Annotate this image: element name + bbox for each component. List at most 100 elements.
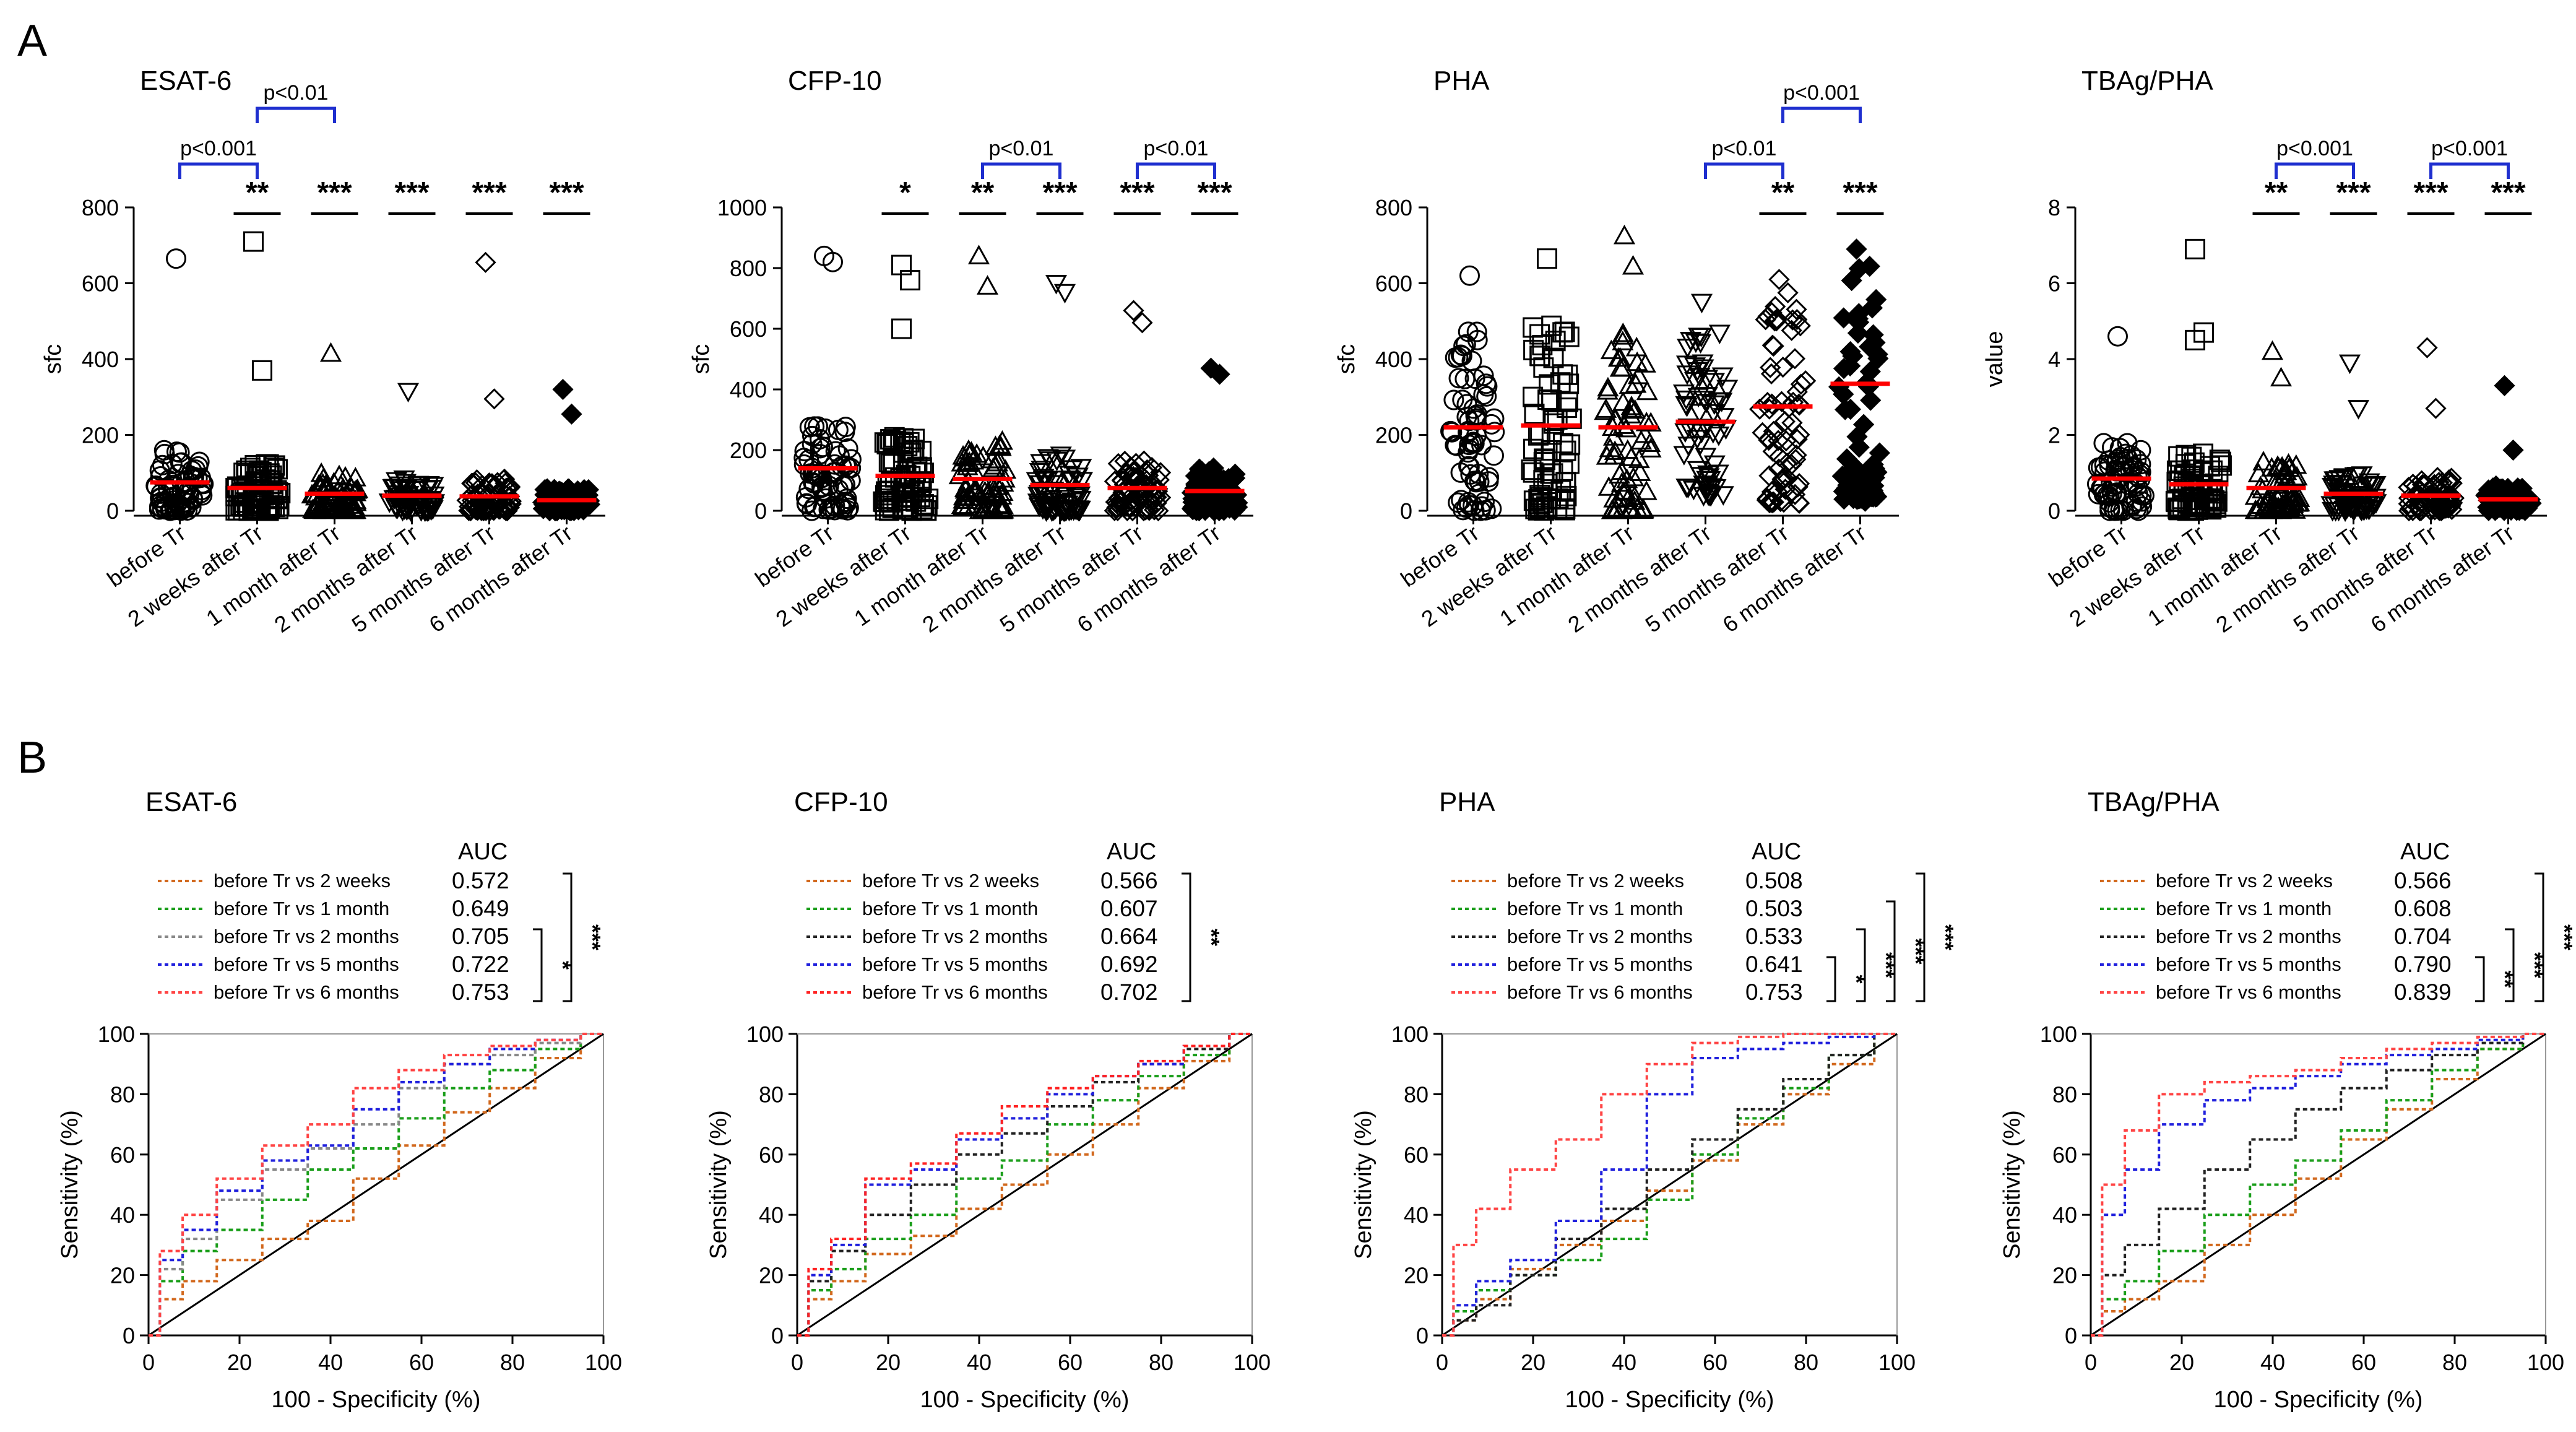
data-point (1758, 429, 1779, 451)
data-point (810, 438, 831, 459)
auc-significance-stars: *** (580, 924, 605, 950)
data-point (1058, 466, 1081, 486)
auc-significance-bracket (533, 928, 543, 1002)
data-point (1708, 427, 1730, 446)
data-point (1555, 440, 1576, 461)
data-point (875, 495, 896, 516)
x-tick-label: 40 (2260, 1350, 2285, 1375)
x-tick-label: 60 (409, 1350, 434, 1375)
y-tick-label: 60 (1404, 1142, 1428, 1168)
data-point (1683, 371, 1706, 392)
data-point (1441, 422, 1463, 443)
x-tick-label: 6 months after Tr (1073, 520, 1225, 638)
legend-label: before Tr vs 5 months (214, 953, 399, 975)
data-point (1761, 481, 1783, 503)
y-axis-label: Sensitivity (%) (1351, 1110, 1377, 1259)
data-point (878, 432, 899, 453)
data-point (893, 433, 914, 454)
data-point (1788, 394, 1810, 416)
p-value-bracket (1781, 106, 1862, 123)
data-point (905, 491, 927, 512)
data-point (910, 477, 931, 498)
roc-curve (797, 1033, 1252, 1337)
significance-stars: *** (1843, 176, 1877, 209)
data-point (1466, 321, 1487, 342)
data-point (952, 496, 975, 516)
y-tick-label: 600 (730, 316, 767, 342)
data-point (1149, 462, 1172, 484)
y-axis-label: value (1982, 331, 2008, 388)
data-point (891, 318, 912, 339)
auc-value: 0.753 (1745, 979, 1803, 1005)
roc-curve (2091, 1033, 2546, 1337)
data-point (1452, 389, 1473, 410)
data-point (407, 475, 430, 496)
y-tick-label: 60 (2052, 1142, 2077, 1168)
data-point (495, 495, 517, 518)
data-point (990, 485, 1013, 505)
y-tick-label: 80 (2052, 1082, 2077, 1107)
data-point (328, 464, 350, 485)
data-point (976, 275, 999, 295)
data-point (1219, 497, 1240, 519)
data-point (1786, 381, 1808, 403)
x-tick-label: 0 (791, 1350, 803, 1375)
auc-significance-bracket (1182, 872, 1191, 1002)
y-tick-label: 40 (759, 1202, 784, 1228)
data-point (1458, 492, 1479, 513)
x-tick-label: 100 (585, 1350, 622, 1375)
data-point (2278, 457, 2301, 477)
y-tick-label: 0 (123, 1323, 135, 1348)
x-tick-label: 2 months after Tr (2211, 520, 2364, 638)
legend-label: before Tr vs 6 months (214, 981, 399, 1003)
data-point (2119, 471, 2140, 492)
data-point (1058, 501, 1080, 522)
data-point (1624, 399, 1646, 419)
auc-significance-stars: * (1844, 974, 1869, 983)
data-point (1623, 490, 1646, 510)
y-axis-label: Sensitivity (%) (706, 1110, 732, 1259)
data-point (1138, 464, 1159, 486)
panel-b-label: B (17, 733, 47, 783)
chart-title: TBAg/PHA (2081, 66, 2213, 96)
data-point (397, 383, 420, 403)
data-point (1860, 389, 1882, 411)
data-point (2428, 472, 2450, 493)
data-point (500, 493, 522, 515)
data-point (478, 472, 500, 494)
data-point (1037, 492, 1059, 513)
p-value-bracket (178, 162, 259, 179)
data-point (2098, 450, 2119, 471)
roc-curve (797, 1033, 1252, 1337)
data-point (1760, 357, 1781, 378)
data-point (1789, 315, 1811, 337)
data-point (1597, 476, 1620, 496)
data-point (480, 493, 501, 515)
data-point (1600, 339, 1622, 360)
data-point (1107, 453, 1129, 474)
data-point (1125, 453, 1147, 474)
data-point (2113, 461, 2134, 482)
x-tick-label: 80 (2442, 1350, 2467, 1375)
data-point (486, 472, 508, 493)
data-point (418, 475, 440, 496)
data-point (1695, 448, 1717, 468)
roc-curve (149, 1033, 603, 1337)
roc-chart-2: CFP-10 AUC before Tr vs 2 weeks 0.566 before… (706, 787, 1271, 1413)
data-point (1123, 300, 1144, 321)
legend-label: before Tr vs 2 weeks (862, 870, 1039, 892)
data-point (2494, 375, 2515, 396)
data-point (1558, 453, 1580, 474)
data-point (1065, 488, 1087, 508)
data-point (1835, 399, 1856, 420)
legend-label: before Tr vs 2 months (2156, 926, 2341, 947)
data-point (825, 441, 846, 462)
reference-diagonal (1441, 1033, 1898, 1337)
y-axis-label: Sensitivity (%) (1999, 1110, 2025, 1259)
data-point (1035, 499, 1058, 519)
roc-curve (1442, 1033, 1897, 1337)
data-point (1862, 324, 1884, 345)
data-point (475, 251, 496, 273)
